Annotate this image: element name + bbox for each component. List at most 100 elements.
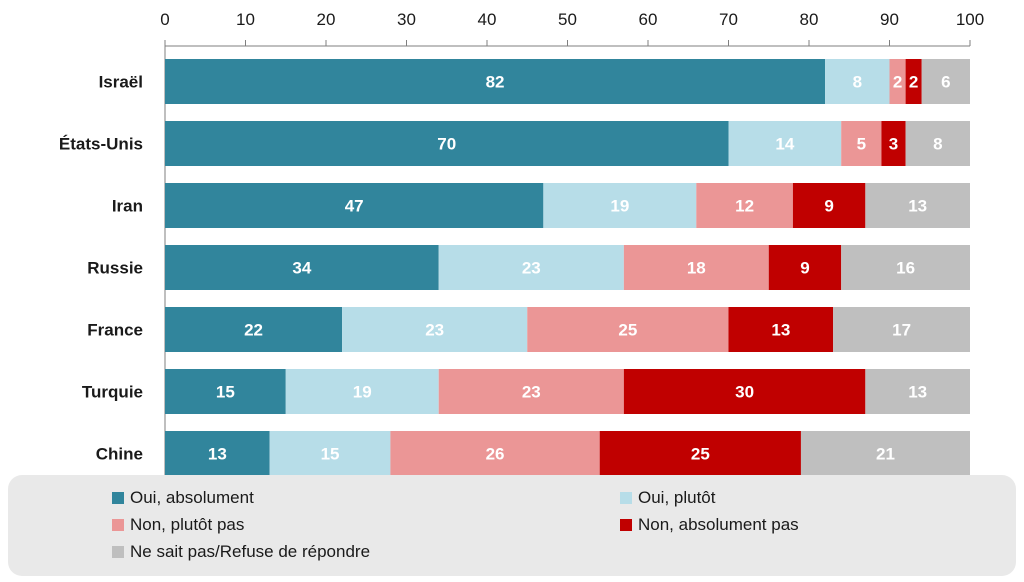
bar-segment	[792, 183, 866, 228]
bar-segment	[438, 369, 624, 414]
legend-label: Oui, plutôt	[638, 488, 716, 507]
bar-value-label: 22	[244, 321, 263, 340]
bar-value-label: 6	[941, 73, 950, 92]
category-label: Iran	[112, 197, 143, 216]
bar-segment	[728, 121, 842, 166]
bar-value-label: 23	[522, 259, 541, 278]
bar-value-label: 13	[908, 383, 927, 402]
x-tick-label: 70	[719, 10, 738, 29]
bar-segment	[269, 431, 391, 475]
category-label: Turquie	[82, 383, 143, 402]
legend-item: Oui, plutôt	[620, 488, 716, 508]
bar-segment	[865, 183, 970, 228]
legend: Oui, absolument Oui, plutôt Non, plutôt pa…	[8, 475, 1016, 576]
x-tick-label: 50	[558, 10, 577, 29]
legend-label: Non, plutôt pas	[130, 515, 245, 534]
bar-segment	[342, 307, 528, 352]
category-label: Chine	[96, 445, 143, 464]
x-tick-label: 30	[397, 10, 416, 29]
bar-segment	[165, 183, 544, 228]
x-tick-label: 10	[236, 10, 255, 29]
bar-value-label: 14	[775, 135, 794, 154]
bar-segment	[865, 369, 970, 414]
legend-label: Ne sait pas/Refuse de répondre	[130, 542, 371, 561]
category-label: Russie	[87, 259, 143, 278]
bar-value-label: 21	[876, 445, 895, 464]
bar-value-label: 25	[691, 445, 710, 464]
bar-segment	[165, 121, 729, 166]
bar-value-label: 9	[800, 259, 809, 278]
bar-segment	[527, 307, 729, 352]
x-tick-label: 100	[956, 10, 984, 29]
bar-value-label: 13	[208, 445, 227, 464]
x-tick-label: 80	[800, 10, 819, 29]
bar-value-label: 26	[486, 445, 505, 464]
legend-item: Ne sait pas/Refuse de répondre	[112, 542, 370, 562]
bar-value-label: 82	[486, 73, 505, 92]
bar-segment	[623, 245, 769, 290]
bar-value-label: 25	[618, 321, 637, 340]
x-tick-label: 40	[478, 10, 497, 29]
bar-value-label: 15	[321, 445, 340, 464]
bar-segment	[165, 369, 286, 414]
bar-value-label: 70	[437, 135, 456, 154]
bar-segment	[438, 245, 624, 290]
bar-segment	[921, 59, 970, 104]
bar-segment	[825, 59, 890, 104]
bar-segment	[889, 59, 906, 104]
bar-value-label: 34	[292, 259, 311, 278]
legend-label: Non, absolument pas	[638, 515, 799, 534]
x-tick-label: 20	[317, 10, 336, 29]
bar-value-label: 5	[857, 135, 866, 154]
bar-segment	[165, 59, 826, 104]
category-label: Israël	[99, 73, 143, 92]
bar-value-label: 13	[771, 321, 790, 340]
bar-segment	[841, 245, 970, 290]
bar-value-label: 15	[216, 383, 235, 402]
legend-swatch	[620, 492, 632, 504]
bar-segment	[800, 431, 970, 475]
x-tick-label: 90	[880, 10, 899, 29]
bar-segment	[623, 369, 866, 414]
bar-segment	[599, 431, 801, 475]
legend-item: Oui, absolument	[112, 488, 254, 508]
bar-value-label: 2	[893, 73, 902, 92]
bar-value-label: 3	[889, 135, 898, 154]
legend-label: Oui, absolument	[130, 488, 254, 507]
bar-value-label: 30	[735, 383, 754, 402]
bar-segment	[165, 431, 270, 475]
bar-value-label: 23	[425, 321, 444, 340]
bar-value-label: 47	[345, 197, 364, 216]
bar-value-label: 17	[892, 321, 911, 340]
legend-swatch	[112, 546, 124, 558]
bar-segment	[165, 245, 439, 290]
legend-swatch	[620, 519, 632, 531]
bar-value-label: 19	[353, 383, 372, 402]
bar-value-label: 23	[522, 383, 541, 402]
bar-segment	[285, 369, 439, 414]
bar-value-label: 18	[687, 259, 706, 278]
legend-item: Non, absolument pas	[620, 515, 799, 535]
bar-segment	[841, 121, 882, 166]
bar-segment	[881, 121, 906, 166]
x-tick-label: 60	[639, 10, 658, 29]
bar-value-label: 2	[909, 73, 918, 92]
bar-value-label: 12	[735, 197, 754, 216]
bar-segment	[833, 307, 970, 352]
bar-segment	[390, 431, 600, 475]
bar-value-label: 9	[824, 197, 833, 216]
bar-value-label: 8	[853, 73, 862, 92]
bar-value-label: 16	[896, 259, 915, 278]
bar-segment	[696, 183, 793, 228]
bar-value-label: 8	[933, 135, 942, 154]
bar-segment	[768, 245, 842, 290]
bar-segment	[905, 121, 970, 166]
bar-value-label: 19	[610, 197, 629, 216]
bar-segment	[728, 307, 834, 352]
x-tick-label: 0	[160, 10, 169, 29]
bar-segment	[165, 307, 343, 352]
legend-item: Non, plutôt pas	[112, 515, 244, 535]
bar-segment	[905, 59, 922, 104]
